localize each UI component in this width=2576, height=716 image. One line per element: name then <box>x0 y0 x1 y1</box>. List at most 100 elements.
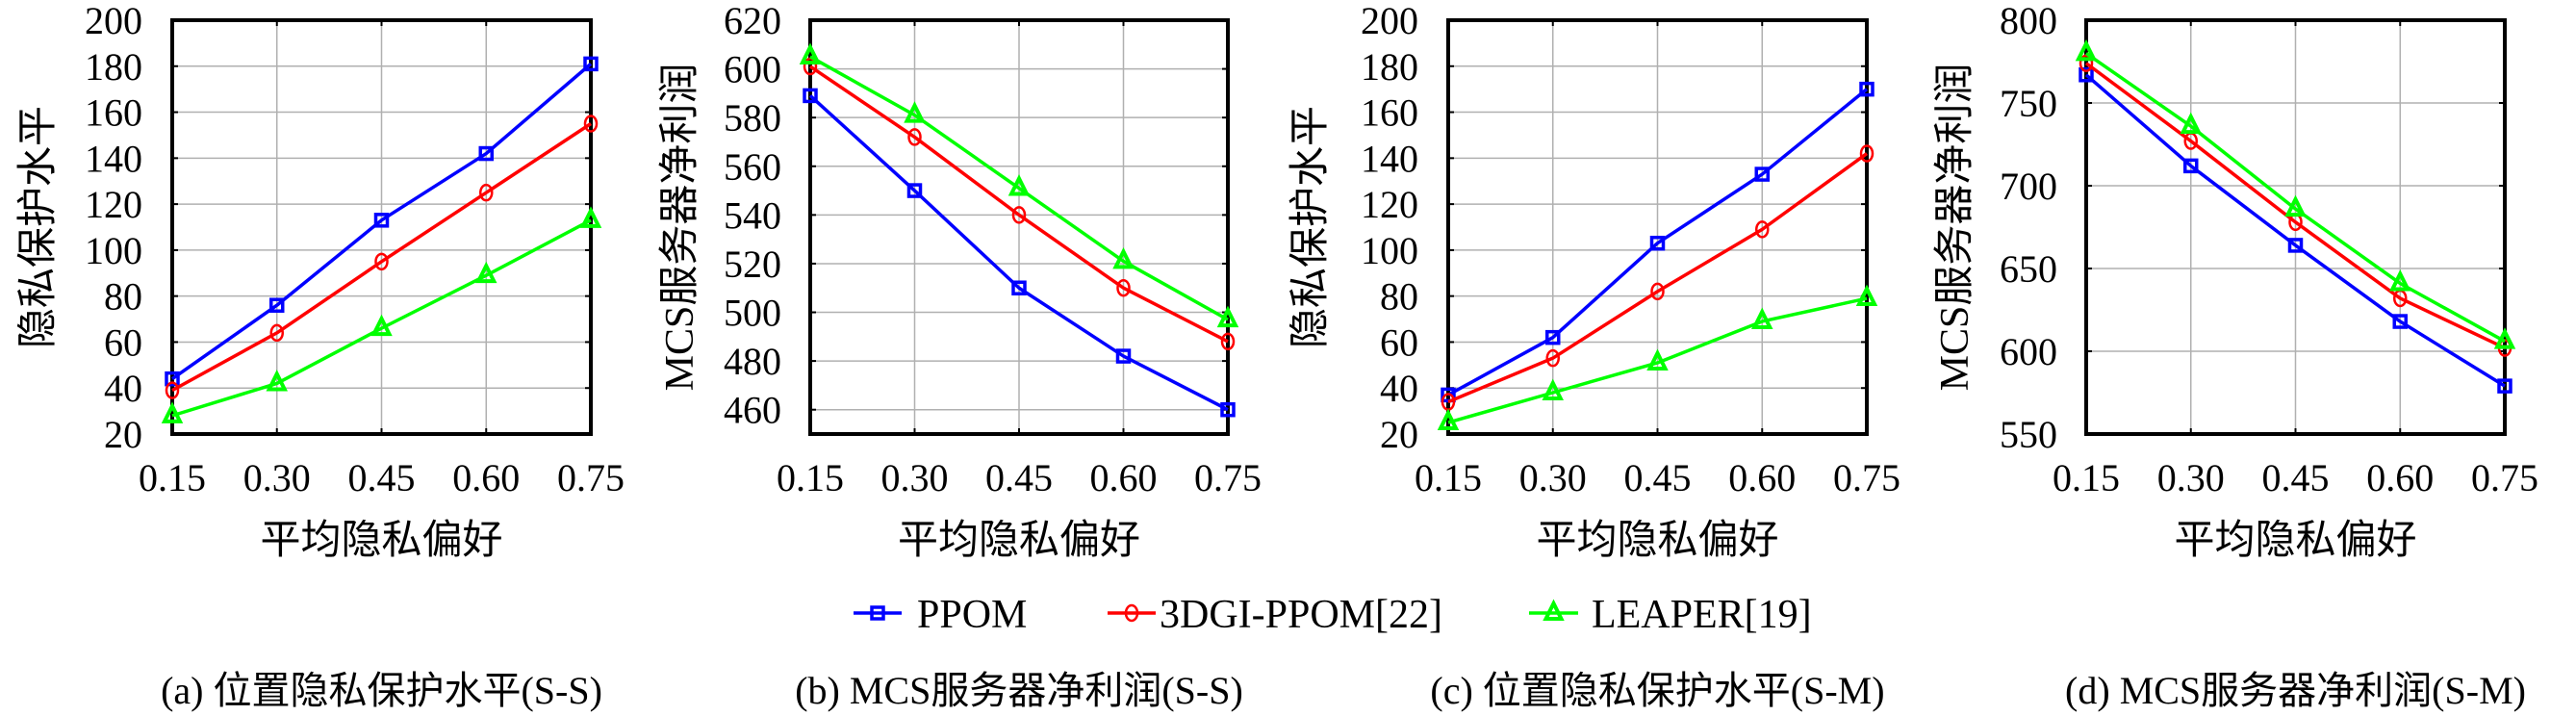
x-tick-label: 0.60 <box>1090 456 1158 499</box>
plot-frame <box>2084 18 2507 436</box>
data-point-circle <box>907 128 922 146</box>
y-tick-label: 40 <box>104 367 142 410</box>
x-tick-label: 0.15 <box>139 456 206 499</box>
data-point-triangle <box>475 261 497 284</box>
legend-label: PPOM <box>917 593 1027 637</box>
x-tick-label: 0.45 <box>985 456 1053 499</box>
legend-entry: PPOM <box>854 593 1027 637</box>
y-tick-label: 200 <box>1361 0 1418 42</box>
plot-frame <box>808 18 1230 436</box>
x-tick-label: 0.75 <box>2471 456 2538 499</box>
x-tick-label: 0.15 <box>2053 456 2120 499</box>
data-point-triangle <box>799 42 822 64</box>
data-point-triangle <box>1216 305 1239 328</box>
data-point-square <box>2287 238 2304 253</box>
data-point-square <box>583 56 599 72</box>
data-point-square <box>1545 329 1561 345</box>
data-point-square <box>269 297 285 313</box>
x-tick-label: 0.15 <box>777 456 844 499</box>
legend-entry: LEAPER[19] <box>1529 593 1812 637</box>
series-ppom <box>165 56 599 387</box>
series-3dgi-ppom-22 <box>803 57 1236 351</box>
data-point-square <box>1859 81 1875 97</box>
data-point-circle <box>165 381 180 399</box>
series-line <box>171 122 592 393</box>
x-tick-label: 0.45 <box>348 456 416 499</box>
data-point-triangle <box>2493 327 2516 349</box>
data-point-triangle <box>161 401 184 423</box>
x-tick-label: 0.60 <box>452 456 520 499</box>
y-tick-label: 750 <box>2000 82 2057 125</box>
y-tick-label: 600 <box>2000 330 2057 373</box>
y-tick-label: 180 <box>1361 45 1418 89</box>
plot-frame <box>1446 18 1869 436</box>
x-axis-label: 平均隐私偏好 <box>1536 519 1778 563</box>
legend-entry: 3DGI-PPOM[22] <box>1108 593 1442 637</box>
grid <box>809 19 1229 434</box>
data-point-triangle <box>1437 408 1460 431</box>
y-tick-label: 40 <box>1380 367 1418 410</box>
x-tick-label: 0.75 <box>1194 456 1262 499</box>
series-line <box>1447 296 1868 424</box>
grid <box>2085 19 2506 435</box>
series-line <box>809 55 1229 321</box>
y-tick-label: 140 <box>1361 137 1418 180</box>
y-tick-label: 120 <box>85 183 142 226</box>
y-tick-label: 500 <box>724 292 781 335</box>
legend-marker-triangle <box>1543 599 1565 621</box>
data-point-circle <box>1011 206 1027 224</box>
y-tick-label: 540 <box>724 193 781 237</box>
data-point-circle <box>1755 220 1770 239</box>
y-tick-label: 200 <box>85 0 142 42</box>
x-tick-label: 0.30 <box>1519 456 1587 499</box>
y-tick-label: 480 <box>724 340 781 383</box>
data-point-triangle <box>1855 284 1878 307</box>
data-point-circle <box>1545 348 1560 368</box>
y-tick-label: 140 <box>85 137 142 180</box>
y-tick-label: 20 <box>1380 413 1418 456</box>
grid <box>1447 19 1868 435</box>
series-line <box>2084 62 2506 350</box>
y-tick-label: 180 <box>85 45 142 89</box>
y-tick-label: 700 <box>2000 165 2057 208</box>
data-point-circle <box>1220 332 1236 351</box>
y-tick-label: 160 <box>1361 91 1418 135</box>
x-tick-label: 0.60 <box>2366 456 2434 499</box>
x-axis-label: 平均隐私偏好 <box>898 519 1140 563</box>
legend-label: 3DGI-PPOM[22] <box>1160 593 1442 637</box>
series-line <box>1447 152 1869 404</box>
series-line <box>808 94 1229 412</box>
y-axis-label: 隐私保护水平 <box>1288 106 1333 348</box>
data-point-square <box>1115 348 1132 364</box>
data-point-triangle <box>904 101 926 123</box>
data-point-square <box>1649 235 1666 251</box>
y-tick-label: 160 <box>85 91 142 135</box>
series-ppom <box>803 88 1236 418</box>
x-axis-label: 平均隐私偏好 <box>2174 519 2416 563</box>
series-line <box>2084 73 2506 388</box>
data-point-triangle <box>266 369 288 392</box>
series-3dgi-ppom-22 <box>1441 144 1875 411</box>
chart-panel: 550 600 650 700 750 800 0.15 0.30 0.45 0.60 0.75 平均… <box>1933 0 2538 712</box>
x-tick-label: 0.30 <box>881 456 949 499</box>
data-point-square <box>2183 158 2199 174</box>
y-tick-label: 800 <box>2000 0 2057 42</box>
y-tick-label: 460 <box>724 389 781 432</box>
series-3dgi-ppom-22 <box>165 115 599 399</box>
data-point-triangle <box>1751 307 1773 329</box>
series-line <box>1447 88 1869 396</box>
series-leaper-19 <box>1437 284 1878 431</box>
series-ppom <box>1441 81 1875 403</box>
data-point-square <box>478 145 494 162</box>
data-point-square <box>1754 166 1770 182</box>
y-tick-label: 550 <box>2000 413 2057 456</box>
data-point-square <box>165 371 180 387</box>
y-tick-label: 580 <box>724 96 781 140</box>
y-tick-label: 60 <box>1380 320 1418 364</box>
legend: PPOM 3DGI-PPOM[22] LEAPER[19] <box>854 593 1812 637</box>
y-axis-label: MCS服务器净利润 <box>658 64 702 392</box>
y-tick-label: 650 <box>2000 247 2057 291</box>
data-point-triangle <box>1542 378 1564 400</box>
